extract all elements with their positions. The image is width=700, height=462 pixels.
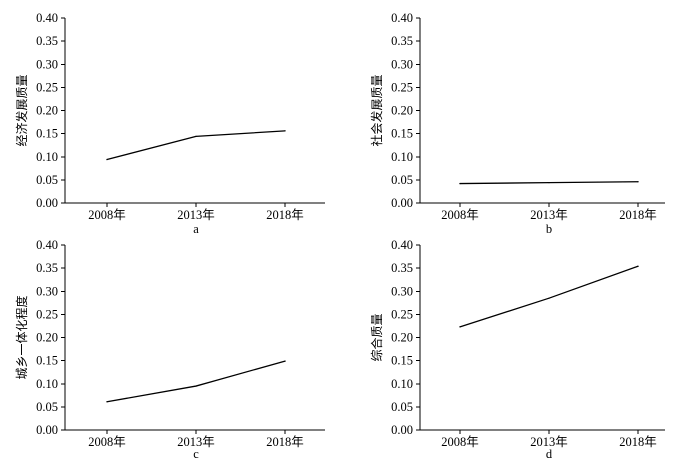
x-tick-label: 2013年	[530, 435, 568, 449]
y-tick-label: 0.15	[36, 354, 58, 368]
y-tick-label: 0.10	[36, 377, 58, 391]
y-tick-label: 0.15	[391, 354, 413, 368]
series-line	[106, 360, 286, 403]
y-tick-label: 0.15	[36, 127, 58, 141]
y-tick-label: 0.25	[36, 307, 58, 321]
x-tick-label: 2018年	[266, 208, 304, 222]
y-tick-label: 0.05	[36, 173, 58, 187]
y-tick-label: 0.40	[391, 11, 413, 25]
x-tick-label: 2013年	[530, 208, 568, 222]
y-tick-label: 0.10	[36, 150, 58, 164]
x-tick-label: 2018年	[619, 435, 657, 449]
y-tick-label: 0.35	[391, 261, 413, 275]
y-tick-label: 0.10	[391, 377, 413, 391]
series-line	[459, 265, 639, 328]
y-axis-title: 城乡一体化程度	[14, 295, 29, 379]
data-point	[106, 401, 108, 403]
panel-letter: a	[193, 222, 199, 236]
y-tick-label: 0.30	[391, 284, 413, 298]
panel-b: 0.00 0.05 0.10 0.15 0.20 0.25 0.30 0.35 0.40 2008…	[369, 11, 665, 236]
data-point	[637, 181, 639, 183]
y-tick-label: 0.40	[391, 238, 413, 252]
data-point	[459, 326, 461, 328]
y-tick-label: 0.25	[391, 80, 413, 94]
y-tick-label: 0.00	[36, 423, 58, 437]
panel-letter: b	[546, 222, 552, 236]
y-tick-label: 0.05	[36, 400, 58, 414]
y-tick-label: 0.05	[391, 400, 413, 414]
y-axis-title: 综合质量	[369, 313, 384, 361]
x-tick-label: 2008年	[88, 435, 126, 449]
y-tick-label: 0.25	[391, 307, 413, 321]
x-tick-label: 2013年	[177, 208, 215, 222]
y-axis-title: 社会发展质量	[369, 74, 384, 146]
panel-letter: d	[546, 447, 553, 461]
y-tick-label: 0.30	[36, 57, 58, 71]
panel-d: 0.00 0.05 0.10 0.15 0.20 0.25 0.30 0.35 0.40 2008…	[369, 238, 665, 461]
y-tick-label: 0.00	[391, 196, 413, 210]
y-tick-label: 0.00	[36, 196, 58, 210]
y-tick-label: 0.10	[391, 150, 413, 164]
y-tick-label: 0.05	[391, 173, 413, 187]
y-tick-label: 0.00	[391, 423, 413, 437]
y-axis-title: 经济发展质量	[14, 74, 29, 146]
data-point	[106, 158, 108, 161]
y-tick-label: 0.25	[36, 80, 58, 94]
y-tick-label: 0.20	[36, 104, 58, 118]
data-point	[284, 130, 286, 132]
y-tick-label: 0.40	[36, 11, 58, 25]
data-point	[637, 265, 639, 267]
y-tick-label: 0.20	[391, 331, 413, 345]
data-point	[284, 360, 286, 362]
y-tick-label: 0.35	[36, 261, 58, 275]
y-tick-label: 0.40	[36, 238, 58, 252]
data-point	[548, 297, 550, 299]
data-point	[195, 385, 197, 387]
data-point	[459, 182, 461, 185]
data-point	[548, 182, 550, 184]
x-tick-label: 2008年	[441, 208, 479, 222]
y-tick-label: 0.30	[36, 284, 58, 298]
y-tick-label: 0.35	[391, 34, 413, 48]
y-tick-label: 0.20	[36, 331, 58, 345]
x-tick-label: 2013年	[177, 435, 215, 449]
data-point	[195, 135, 197, 137]
series-line	[106, 130, 286, 161]
x-tick-label: 2008年	[88, 208, 126, 222]
x-tick-label: 2008年	[441, 435, 479, 449]
y-tick-label: 0.15	[391, 127, 413, 141]
x-tick-label: 2018年	[266, 435, 304, 449]
y-tick-label: 0.20	[391, 104, 413, 118]
panel-letter: c	[193, 447, 199, 461]
x-tick-label: 2018年	[619, 208, 657, 222]
y-tick-label: 0.30	[391, 57, 413, 71]
panel-c: 0.00 0.05 0.10 0.15 0.20 0.25 0.30 0.35 0.40 2008…	[14, 238, 325, 461]
y-tick-label: 0.35	[36, 34, 58, 48]
panel-a: 0.00 0.05 0.10 0.15 0.20 0.25 0.30 0.35 0.40 2008…	[14, 11, 325, 236]
